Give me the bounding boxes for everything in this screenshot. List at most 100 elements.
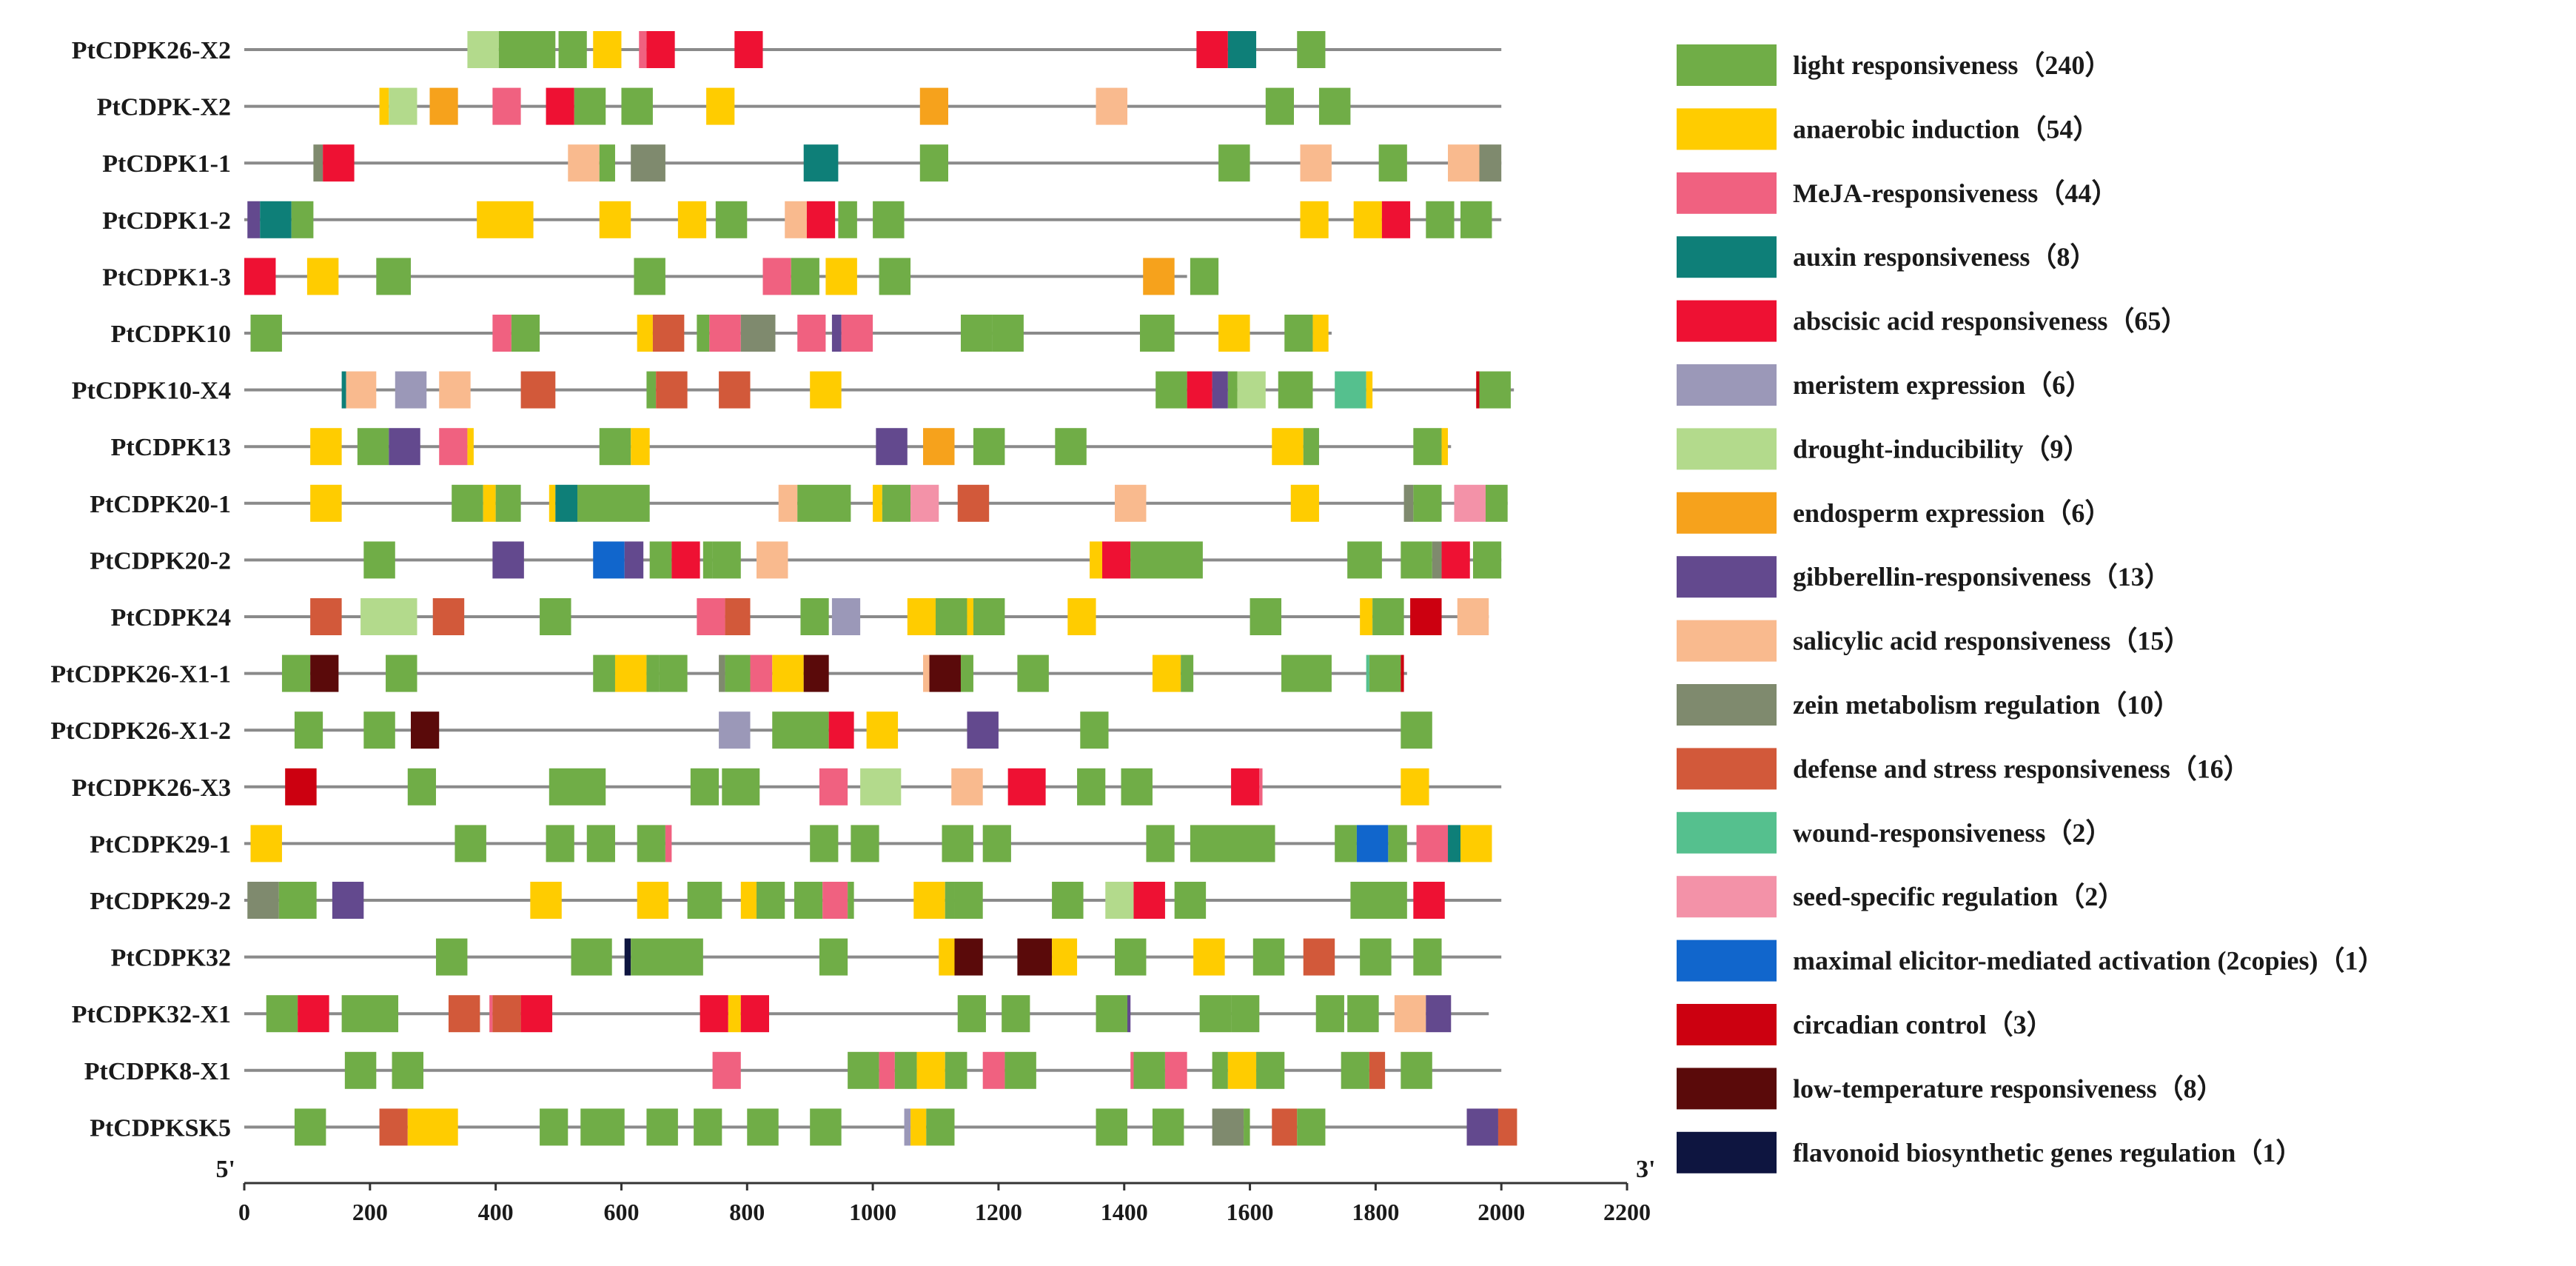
- element-box-light: [1460, 201, 1492, 238]
- element-box-salicylic: [1457, 598, 1489, 635]
- element-box-anaerobic: [614, 654, 647, 692]
- element-box-light: [757, 882, 785, 919]
- element-box-anaerobic: [1353, 201, 1382, 238]
- element-box-light: [960, 654, 973, 692]
- element-box-light: [1315, 995, 1344, 1033]
- element-box-aba: [1231, 768, 1260, 806]
- element-box-meja: [1416, 825, 1449, 863]
- element-box-light: [1055, 428, 1087, 466]
- legend-swatch-lowtemp: [1677, 1068, 1777, 1110]
- element-box-light: [455, 825, 486, 863]
- element-box-salicylic: [439, 371, 471, 409]
- element-box-light: [511, 315, 540, 352]
- element-box-light: [919, 144, 948, 182]
- element-box-light: [278, 882, 317, 919]
- legend-label: drought-inducibility（9）: [1793, 434, 2090, 463]
- gene-label: PtCDPK26-X1-1: [50, 661, 231, 689]
- element-box-zein: [1432, 541, 1442, 579]
- element-box-anaerobic: [772, 654, 804, 692]
- element-box-anaerobic: [1090, 541, 1103, 579]
- element-box-light: [1318, 87, 1351, 125]
- element-box-meja: [712, 1051, 741, 1089]
- x-tick-label: 1600: [1227, 1199, 1274, 1225]
- element-box-light: [1121, 768, 1153, 806]
- element-box-defense: [1369, 1051, 1386, 1089]
- element-box-anaerobic: [467, 428, 474, 466]
- legend-label: auxin responsiveness（8）: [1793, 242, 2096, 272]
- element-box-light: [973, 428, 1005, 466]
- element-box-gibberellin: [624, 541, 644, 579]
- element-box-light: [631, 938, 703, 976]
- element-box-zein: [740, 315, 776, 352]
- element-box-defense: [379, 1108, 408, 1146]
- legend-label: endosperm expression（6）: [1793, 498, 2111, 528]
- element-box-aba: [323, 144, 355, 182]
- element-box-light: [1096, 1108, 1127, 1146]
- element-box-light: [621, 87, 653, 125]
- element-box-anaerobic: [1272, 428, 1304, 466]
- element-box-aba: [1007, 768, 1046, 806]
- element-box-zein: [719, 654, 725, 692]
- element-box-anaerobic: [907, 598, 936, 635]
- element-box-light: [1413, 484, 1442, 522]
- legend-label: defense and stress responsiveness（16）: [1793, 754, 2250, 783]
- element-box-auxin: [260, 201, 292, 238]
- element-box-meja: [1259, 768, 1263, 806]
- legend-swatch-anaerobic: [1677, 108, 1777, 150]
- element-box-light: [794, 882, 823, 919]
- element-box-seed: [910, 484, 939, 522]
- element-box-light: [1096, 995, 1127, 1033]
- legend-label: anaerobic induction（54）: [1793, 114, 2099, 144]
- element-box-light: [1297, 31, 1326, 68]
- element-box-gibberellin: [492, 541, 524, 579]
- legend-label: flavonoid biosynthetic genes regulation（…: [1793, 1138, 2302, 1168]
- legend-label: light responsiveness（240）: [1793, 50, 2111, 80]
- element-box-elicitor: [1356, 825, 1389, 863]
- element-box-light: [435, 938, 468, 976]
- element-box-light: [1017, 654, 1049, 692]
- element-box-drought: [389, 87, 417, 125]
- element-box-light: [540, 598, 571, 635]
- element-box-lowtemp: [310, 654, 339, 692]
- element-box-zein: [1212, 1108, 1244, 1146]
- legend-label: gibberellin-responsiveness（13）: [1793, 562, 2171, 592]
- element-box-light: [558, 31, 587, 68]
- element-box-light: [772, 711, 829, 749]
- element-box-endosperm: [923, 428, 955, 466]
- element-box-elicitor: [593, 541, 625, 579]
- gene-label: PtCDPK-X2: [97, 94, 231, 121]
- element-box-light: [1146, 825, 1175, 863]
- element-box-light: [1360, 938, 1392, 976]
- element-box-light: [1472, 541, 1502, 579]
- element-box-light: [873, 201, 905, 238]
- element-box-anaerobic: [407, 1108, 458, 1146]
- element-box-light: [344, 1051, 377, 1089]
- element-box-anaerobic: [1312, 315, 1329, 352]
- element-box-light: [1413, 938, 1442, 976]
- element-box-light: [702, 541, 713, 579]
- element-box-light: [376, 258, 412, 295]
- element-box-light: [936, 598, 967, 635]
- element-box-light: [1278, 371, 1313, 409]
- element-box-light: [1080, 711, 1109, 749]
- element-box-auxin: [341, 371, 346, 409]
- element-box-defense: [310, 598, 342, 635]
- element-box-light: [549, 768, 606, 806]
- x-tick-label: 1400: [1101, 1199, 1148, 1225]
- element-box-light: [646, 371, 657, 409]
- element-box-light: [1231, 995, 1260, 1033]
- element-box-gibberellin: [1426, 995, 1452, 1033]
- element-box-gibberellin: [831, 315, 842, 352]
- element-box-circadian: [1401, 654, 1404, 692]
- element-box-meja: [439, 428, 468, 466]
- element-box-light: [294, 1108, 326, 1146]
- element-box-anaerobic: [1052, 938, 1078, 976]
- element-box-defense: [957, 484, 990, 522]
- element-box-zein: [1403, 484, 1414, 522]
- element-box-light: [819, 938, 848, 976]
- element-box-light: [659, 654, 688, 692]
- legend-label: zein metabolism regulation（10）: [1793, 690, 2180, 720]
- gene-label: PtCDPK20-2: [90, 547, 231, 575]
- element-box-light: [1401, 711, 1432, 749]
- element-box-meja: [639, 31, 647, 68]
